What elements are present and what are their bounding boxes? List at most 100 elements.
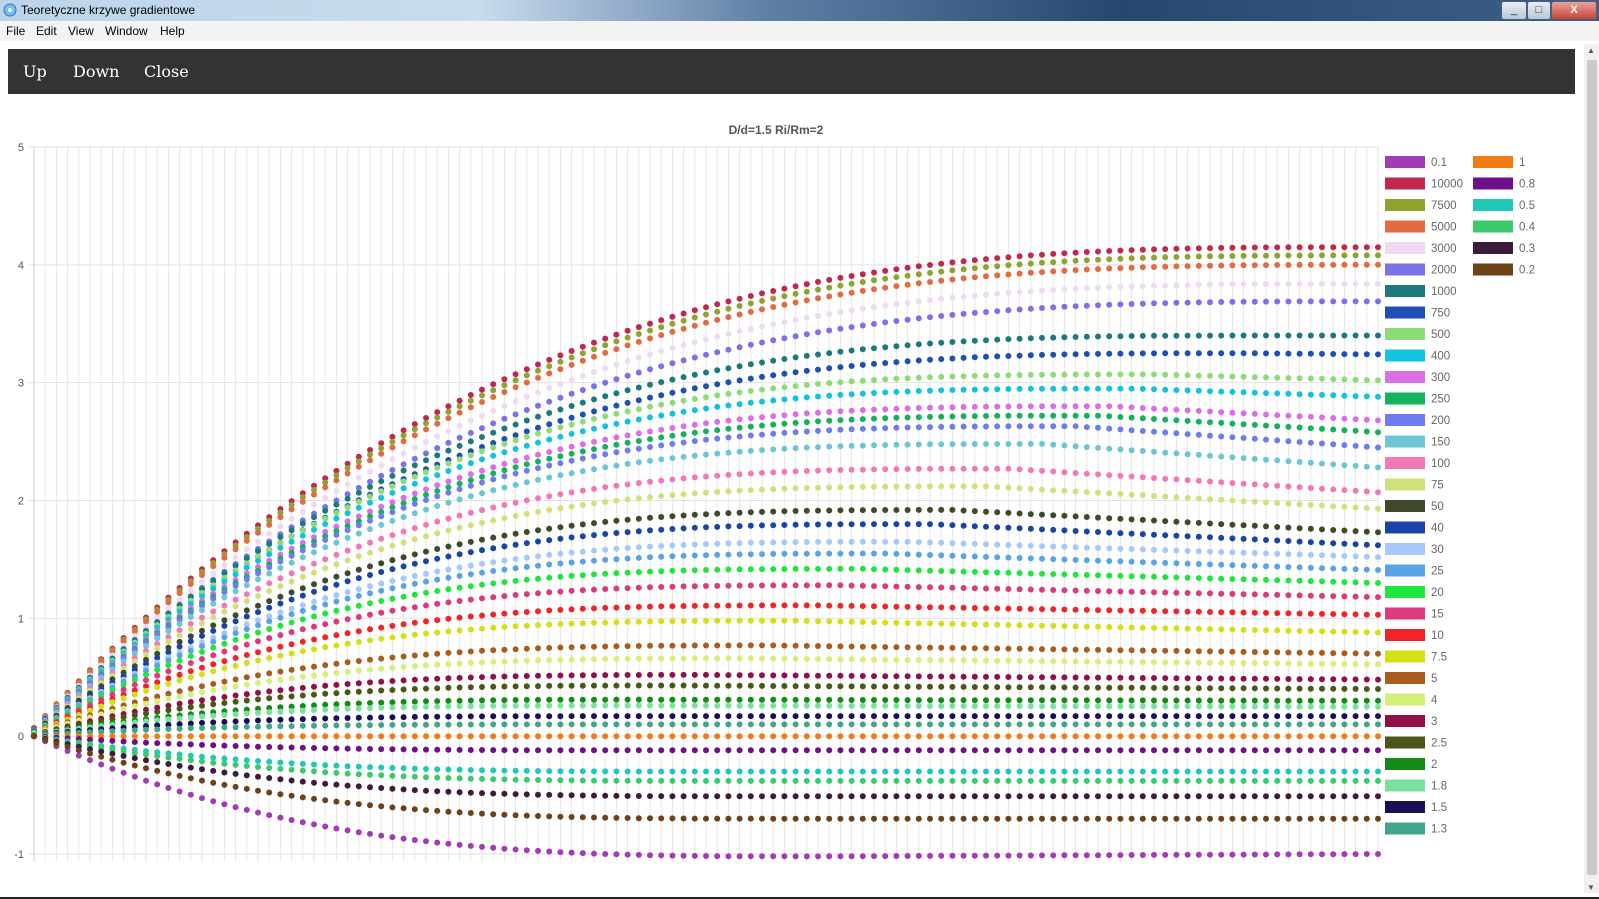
data-point (355, 628, 362, 635)
data-point (1139, 415, 1146, 422)
data-point (1195, 815, 1202, 822)
close-window-button[interactable]: X (1551, 1, 1597, 20)
data-point (591, 396, 597, 403)
data-point (994, 386, 1001, 393)
data-point (747, 308, 754, 315)
data-point (411, 713, 418, 720)
data-point (680, 777, 687, 784)
data-point (1106, 558, 1113, 564)
menu-view[interactable]: View (68, 24, 94, 38)
data-point (613, 672, 620, 678)
data-point (199, 607, 205, 614)
data-point (691, 747, 698, 754)
scroll-up-arrow-icon[interactable]: ▲ (1587, 46, 1595, 55)
data-point (1162, 282, 1169, 289)
menu-edit[interactable]: Edit (36, 24, 57, 38)
scrollbar-thumb[interactable] (1587, 60, 1597, 875)
legend-label: 150 (1431, 437, 1450, 449)
data-point (400, 583, 407, 589)
legend-swatch (1385, 543, 1425, 555)
menu-file[interactable]: File (6, 24, 26, 38)
data-point (1341, 593, 1348, 600)
menu-help[interactable]: Help (160, 24, 185, 38)
data-point (714, 696, 721, 703)
data-point (434, 675, 441, 682)
data-point (355, 489, 362, 496)
data-point (87, 746, 93, 753)
data-point (904, 733, 911, 740)
minimize-button[interactable]: _ (1501, 1, 1527, 20)
data-point (871, 853, 877, 860)
menu-window[interactable]: Window (105, 24, 148, 38)
window-title: Teoretyczne krzywe gradientowe (21, 3, 196, 17)
close-button[interactable]: Close (144, 62, 189, 81)
data-point (389, 532, 396, 539)
data-point (624, 418, 631, 425)
data-point (255, 538, 261, 545)
data-point (871, 466, 877, 473)
data-point (882, 644, 889, 650)
data-point (501, 776, 508, 783)
data-point (1363, 851, 1370, 857)
data-point (490, 647, 497, 654)
data-point (1039, 334, 1045, 341)
data-point (535, 721, 541, 728)
data-point (1027, 252, 1034, 259)
data-point (1285, 458, 1292, 465)
data-point (1117, 558, 1124, 565)
data-point (613, 585, 620, 592)
data-point (1285, 298, 1292, 305)
data-point (647, 696, 653, 703)
data-point (949, 768, 956, 775)
data-point (736, 672, 743, 679)
data-point (1341, 611, 1348, 618)
data-point (311, 636, 317, 643)
data-point (87, 729, 93, 736)
data-point (871, 713, 877, 720)
up-button[interactable]: Up (23, 62, 47, 81)
down-button[interactable]: Down (73, 62, 120, 81)
data-point (1106, 658, 1113, 665)
data-point (904, 567, 911, 574)
data-point (647, 394, 653, 401)
data-point (131, 676, 138, 683)
data-point (882, 768, 889, 775)
data-point (971, 508, 978, 515)
data-point (1274, 660, 1281, 667)
data-point (389, 834, 396, 841)
data-point (792, 419, 799, 426)
data-point (1039, 793, 1045, 800)
scroll-down-arrow-icon[interactable]: ▼ (1587, 883, 1595, 892)
data-point (288, 538, 295, 545)
data-point (288, 559, 295, 566)
data-point (669, 793, 676, 800)
data-point (344, 557, 351, 564)
data-point (1229, 332, 1236, 339)
data-point (355, 763, 362, 770)
data-point (400, 485, 407, 492)
data-point (221, 578, 228, 585)
data-point (176, 657, 183, 664)
data-point (602, 721, 609, 728)
data-point (344, 616, 351, 623)
data-point (915, 697, 922, 704)
data-point (266, 618, 273, 625)
data-point (1341, 713, 1348, 720)
data-point (434, 721, 441, 728)
data-point (456, 627, 463, 634)
data-point (1319, 713, 1325, 720)
data-point (445, 775, 452, 781)
data-point (1229, 793, 1236, 800)
data-point (960, 293, 967, 300)
data-point (1083, 684, 1090, 691)
legend-swatch (1473, 263, 1513, 276)
data-point (344, 504, 351, 511)
data-point (1173, 608, 1180, 615)
data-point (837, 696, 844, 703)
legend-label: 0.4 (1519, 222, 1536, 234)
maximize-button[interactable]: □ (1527, 1, 1551, 20)
data-point (1072, 257, 1079, 264)
data-point (949, 506, 956, 513)
data-point (557, 768, 564, 775)
data-point (557, 560, 564, 567)
